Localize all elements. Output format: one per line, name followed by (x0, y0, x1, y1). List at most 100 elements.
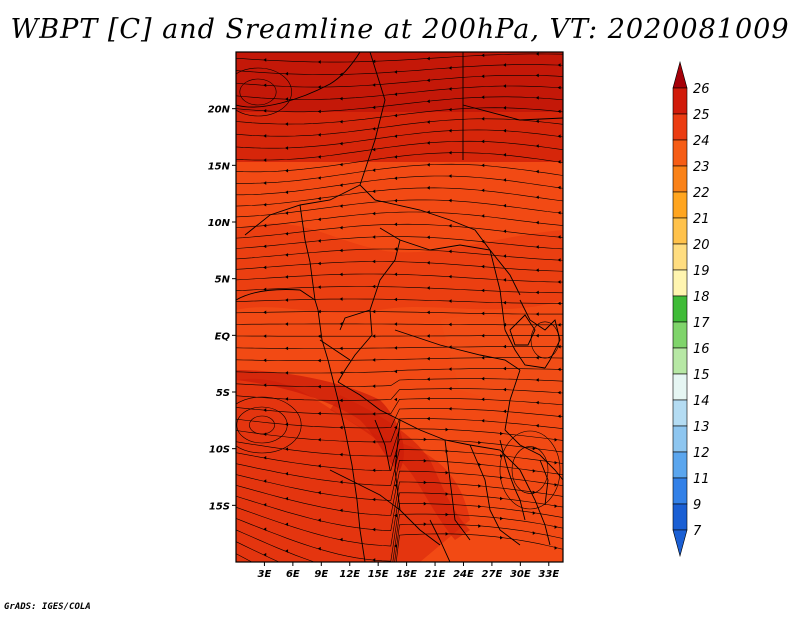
streamline-arrow (263, 108, 267, 113)
streamline-eddy (239, 78, 277, 106)
lat-axis: 20N 15N 10N 5N EQ 5S 10S 15S (208, 105, 236, 512)
streamline-arrow (263, 432, 267, 437)
streamline-arrow (448, 367, 452, 371)
streamline-arrow (481, 418, 485, 423)
streamline-arrow (481, 288, 485, 293)
streamline (236, 418, 563, 443)
streamline (236, 236, 563, 250)
streamline-arrow (263, 202, 267, 207)
streamline-arrow (339, 398, 343, 403)
streamline (236, 438, 563, 472)
streamline-arrow (317, 518, 321, 522)
streamline-arrow (557, 134, 561, 139)
streamline-arrow (372, 168, 376, 173)
colorbar-segment (672, 87, 688, 115)
footer-credit: GrADS: IGES/COLA (4, 602, 91, 612)
streamline-arrow (535, 169, 539, 174)
streamline-arrow (481, 397, 485, 402)
streamline-arrow (339, 119, 343, 124)
streamline (236, 298, 563, 304)
streamline-arrow (263, 334, 267, 338)
streamline-arrow (285, 522, 289, 527)
streamline-arrow (503, 300, 507, 305)
streamline-arrow (317, 261, 321, 266)
streamline-arrow (557, 367, 561, 372)
streamline-arrow (339, 452, 343, 457)
streamline-arrow (263, 287, 267, 292)
streamline (236, 398, 563, 415)
streamline-arrow (263, 383, 267, 387)
streamline-arrow (535, 268, 539, 273)
streamline-arrow (481, 163, 485, 168)
streamline-arrow (372, 589, 375, 593)
colorbar-level-label: 13 (693, 420, 710, 435)
streamline-arrow (317, 358, 321, 363)
streamline-arrow (285, 322, 289, 326)
streamline-arrow (535, 195, 539, 200)
streamline-arrow (285, 211, 289, 215)
streamline-arrow (372, 211, 376, 216)
lat-label: 5N (215, 275, 231, 286)
streamline-arrow (503, 128, 507, 133)
streamline-eddy (236, 67, 292, 117)
streamline (236, 335, 563, 337)
streamline (236, 140, 563, 161)
streamline-arrow (339, 272, 343, 277)
streamline-arrow (426, 310, 430, 315)
streamline-arrow (554, 460, 558, 465)
streamline-arrow (339, 162, 343, 167)
streamline-arrow (263, 158, 267, 162)
streamline-arrow (372, 358, 376, 362)
streamline-arrow (423, 522, 427, 526)
streamline-arrow (481, 355, 485, 360)
streamline-arrow (448, 150, 452, 155)
streamline-arrow (557, 85, 561, 90)
streamline-arrow (448, 406, 452, 411)
streamline-arrow (554, 546, 558, 550)
streamline-arrow (340, 598, 343, 602)
streamline-arrow (535, 144, 539, 148)
streamline-arrow (448, 107, 452, 112)
streamline-arrow (557, 280, 561, 284)
colorbar: 26 25 24 23 22 21 20 19 18 17 16 15 14 13 12 11 9 7 (672, 60, 710, 558)
streamline-arrow (503, 203, 507, 208)
streamline-arrow (500, 454, 504, 458)
streamline-arrow (481, 264, 485, 269)
streamline-arrow (372, 147, 376, 152)
streamline-arrow (535, 423, 539, 428)
streamline-arrow (317, 490, 321, 495)
streamline-arrow (394, 346, 398, 350)
colorbar-level-label: 23 (693, 160, 710, 175)
streamlines (236, 52, 563, 602)
streamline-arrow (557, 258, 561, 262)
streamline-arrow (426, 120, 430, 124)
streamline-arrow (263, 265, 267, 270)
lon-label: 18E (396, 569, 417, 580)
lon-label: 30E (510, 569, 531, 580)
streamline-arrow (481, 188, 485, 193)
map-title: WBPT [C] and Sreamline at 200hPa, VT: 20… (10, 14, 790, 45)
streamline (236, 163, 563, 184)
streamline-arrow (554, 483, 558, 487)
streamline-arrow (481, 311, 485, 316)
streamline-arrow (285, 346, 289, 351)
streamline-arrow (339, 480, 343, 484)
colorbar-segment (672, 139, 688, 167)
streamline-arrow (532, 490, 536, 495)
streamline-arrow (426, 56, 430, 61)
streamline-arrow (394, 369, 398, 374)
streamline-arrow (481, 376, 485, 381)
streamline-arrow (263, 479, 267, 483)
streamline-arrow (372, 127, 376, 131)
streamline-arrow (317, 60, 321, 64)
streamline-arrow (448, 249, 452, 254)
streamline-arrow (481, 139, 485, 144)
streamline-arrow (372, 468, 376, 473)
streamline-arrow (317, 109, 321, 114)
streamline-arrow (448, 224, 452, 228)
streamline (236, 187, 563, 207)
streamline-arrow (445, 427, 449, 432)
streamline-arrow (503, 409, 507, 414)
streamline-arrow (372, 59, 376, 64)
streamline (236, 211, 563, 228)
